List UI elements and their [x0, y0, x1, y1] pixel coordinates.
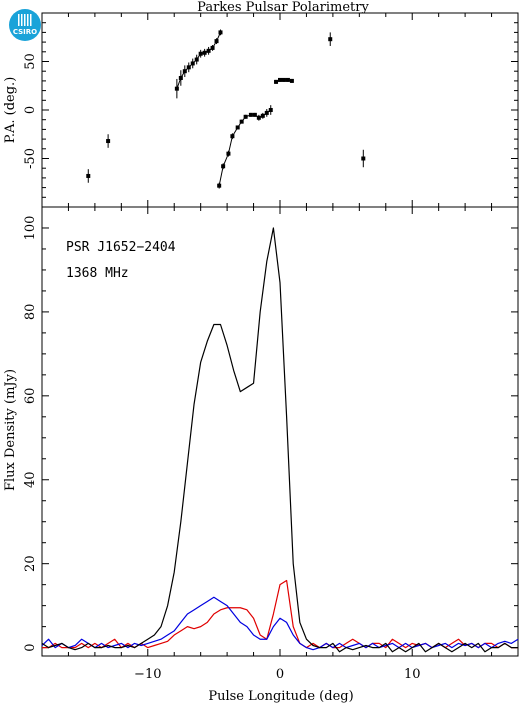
pa-point: [182, 69, 187, 74]
pa-point: [289, 78, 294, 83]
pa-point: [252, 112, 257, 117]
pa-frame: [41, 12, 519, 208]
flux-x-tick-label: 0: [276, 667, 284, 682]
pa-point: [190, 61, 195, 66]
pa-point: [268, 108, 273, 112]
pa-point: [198, 51, 203, 56]
pa-y-tick-label: -50: [23, 148, 38, 169]
pa-point: [217, 183, 222, 188]
pa-point: [264, 110, 269, 115]
pa-point: [248, 112, 253, 117]
source-label: PSR J1652−2404: [66, 240, 176, 255]
linear-polarization-line: [42, 579, 518, 649]
pa-point: [86, 173, 91, 178]
pa-point: [106, 139, 111, 144]
pa-point: [214, 39, 219, 44]
flux-y-tick-label: 80: [23, 304, 38, 321]
pa-point: [328, 37, 333, 42]
logo-text: CSIRO: [12, 28, 38, 36]
pa-point: [243, 114, 248, 119]
pa-point: [235, 125, 240, 130]
pa-point: [239, 119, 244, 124]
pa-point: [278, 77, 282, 82]
pa-points: [86, 29, 366, 189]
pa-point: [194, 57, 199, 62]
flux-y-tick-label: 0: [23, 643, 38, 651]
pa-point: [206, 48, 211, 53]
pa-point: [226, 151, 231, 156]
pa-point: [274, 79, 279, 84]
pa-point: [221, 164, 226, 169]
pa-point: [260, 113, 265, 118]
pa-point: [281, 77, 286, 82]
pa-y-tick-label: 50: [23, 53, 38, 70]
flux-ylabel: Flux Density (mJy): [3, 369, 18, 491]
flux-x-tick-label: 10: [404, 667, 421, 682]
frequency-label: 1368 MHz: [66, 266, 129, 281]
pa-point: [285, 77, 290, 82]
pa-point: [178, 75, 183, 80]
pa-point: [218, 30, 223, 35]
flux-y-tick-label: 100: [23, 216, 38, 241]
pa-ylabel: P.A. (deg.): [3, 77, 18, 144]
pa-ticks: -50 0 50: [23, 13, 519, 207]
flux-xlabel: Pulse Longitude (deg): [208, 689, 353, 704]
pa-y-tick-label: 0: [23, 106, 38, 114]
pa-point: [174, 86, 179, 91]
pa-panel: -50 0 50 P.A. (deg.): [3, 12, 519, 208]
pa-point: [256, 115, 261, 120]
pa-point: [202, 50, 207, 55]
pa-point: [230, 134, 235, 139]
pa-connector: [218, 109, 272, 186]
pa-point: [210, 45, 215, 50]
flux-lines: [41, 227, 519, 653]
logo-bars-icon: [18, 14, 32, 26]
csiro-logo: CSIRO: [9, 9, 41, 41]
chart-title: Parkes Pulsar Polarimetry: [197, 0, 369, 15]
pa-point: [361, 156, 366, 161]
pa-point: [186, 65, 191, 70]
flux-y-tick-label: 60: [23, 388, 38, 405]
flux-y-tick-label: 20: [23, 555, 38, 572]
circular-polarization-line: [41, 596, 519, 651]
flux-y-tick-label: 40: [23, 471, 38, 488]
flux-x-tick-label: −10: [134, 667, 161, 682]
total-intensity-line: [41, 227, 518, 653]
